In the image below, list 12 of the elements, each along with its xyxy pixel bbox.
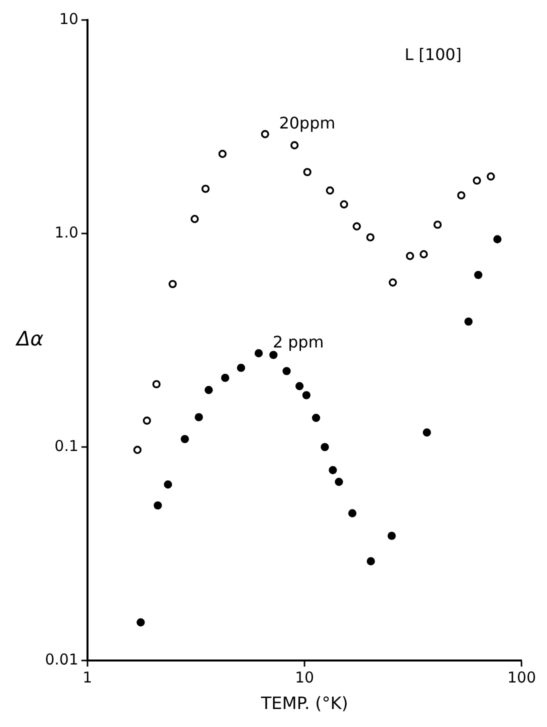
x-tick-label: 100 <box>507 668 536 686</box>
series-label: 20ppm <box>279 113 336 132</box>
y-tick-label: 0.1 <box>54 436 78 455</box>
series-label: 2 ppm <box>272 332 324 352</box>
annotation: L [100] <box>404 45 462 64</box>
x-tick-label: 1 <box>82 668 92 686</box>
x-axis-title: TEMP. (°K) <box>260 694 348 714</box>
x-tick-label: 10 <box>294 668 314 686</box>
y-tick-label: 10 <box>59 10 78 28</box>
y-axis-title: Δα <box>14 326 44 351</box>
y-tick-label: 1.0 <box>54 223 78 242</box>
y-tick-label: 0.01 <box>44 650 78 668</box>
